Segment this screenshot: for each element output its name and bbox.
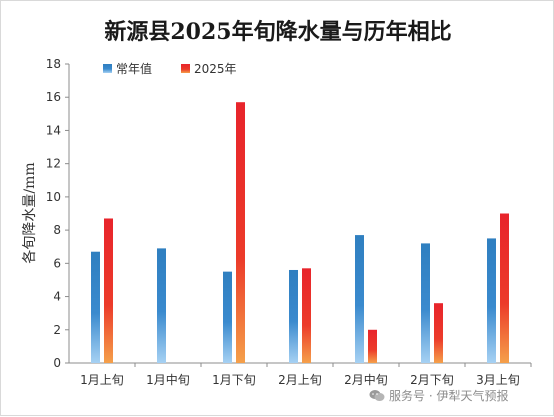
watermark: 服务号 · 伊犁天气预报 <box>369 387 508 404</box>
x-tick-label: 2月上旬 <box>278 373 322 387</box>
y-tick-label: 0 <box>53 356 61 370</box>
bar-year2025 <box>434 303 443 363</box>
y-tick-label: 16 <box>46 90 61 104</box>
y-tick-label: 14 <box>46 123 61 137</box>
legend: 常年值 2025年 <box>103 61 237 76</box>
bar-normal <box>355 235 364 363</box>
axes: 0 2 4 6 8 10 12 14 16 18 1月上旬 1月中旬 1月下旬 2月上旬 2月中旬 2月下旬 3… <box>46 57 532 387</box>
legend-swatch <box>181 64 190 73</box>
bar-year2025 <box>368 329 377 363</box>
y-tick-label: 4 <box>53 290 61 304</box>
watermark-text: 服务号 · 伊犁天气预报 <box>389 389 509 403</box>
y-axis-title-group: 各旬降水量/mm <box>22 162 38 263</box>
bar-normal <box>487 238 496 363</box>
bar-normal <box>157 248 166 363</box>
bar-normal <box>223 271 232 363</box>
bar-normal <box>421 243 430 363</box>
y-tick-label: 12 <box>46 157 61 171</box>
legend-swatch <box>103 64 112 73</box>
bar-normal <box>91 251 100 363</box>
bar-year2025 <box>236 102 245 363</box>
bars <box>91 102 509 363</box>
x-tick-label: 3月上旬 <box>476 373 520 387</box>
legend-label: 常年值 <box>116 61 152 76</box>
wechat-icon <box>369 390 385 401</box>
x-tick-label: 1月下旬 <box>212 373 256 387</box>
y-axis-title: 各旬降水量/mm <box>22 162 38 263</box>
bar-year2025 <box>302 268 311 363</box>
x-tick-label: 2月下旬 <box>410 373 454 387</box>
y-tick-label: 8 <box>53 223 61 237</box>
bar-year2025 <box>500 213 509 363</box>
y-tick-label: 6 <box>53 256 61 270</box>
x-tick-label: 1月中旬 <box>146 372 190 387</box>
legend-label: 2025年 <box>194 62 237 76</box>
y-tick-label: 18 <box>46 57 61 71</box>
bar-normal <box>289 269 298 363</box>
x-tick-label: 2月中旬 <box>344 372 388 387</box>
x-tick-label: 1月上旬 <box>80 373 124 387</box>
chart-title: 新源县2025年旬降水量与历年相比 <box>104 19 451 45</box>
y-tick-label: 10 <box>46 190 61 204</box>
y-tick-label: 2 <box>53 323 61 337</box>
bar-year2025 <box>104 218 113 363</box>
